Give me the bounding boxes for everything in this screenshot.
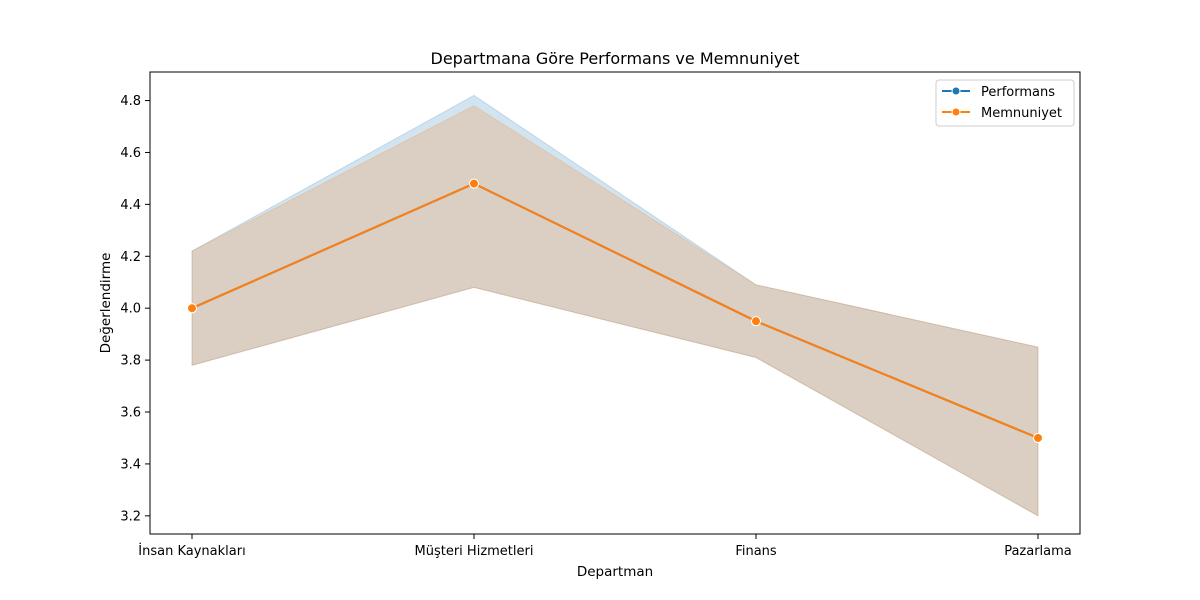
x-tick-label: İnsan Kaynakları [138, 543, 245, 559]
x-tick-label: Finans [735, 544, 777, 559]
legend-label-performans: Performans [981, 85, 1055, 100]
data-point-memnuniyet-2 [751, 316, 761, 327]
y-tick-label: 3.6 [120, 406, 141, 421]
data-point-memnuniyet-3 [1033, 432, 1043, 443]
legend-marker-performans [951, 86, 961, 96]
chart-title: Departmana Göre Performans ve Memnuniyet [431, 49, 800, 68]
x-tick-label: Müşteri Hizmetleri [415, 544, 534, 559]
y-tick-label: 3.4 [120, 457, 141, 472]
y-axis: 3.2 3.4 3.6 3.8 4.0 4.2 4.4 4.6 4.8 [120, 94, 150, 524]
y-tick-label: 3.8 [120, 354, 141, 369]
data-point-memnuniyet-0 [187, 303, 197, 314]
legend-label-memnuniyet: Memnuniyet [981, 106, 1062, 121]
ci-band-memnuniyet [191, 105, 1039, 517]
data-point-memnuniyet-1 [469, 178, 479, 189]
x-tick-label: Pazarlama [1004, 544, 1072, 559]
y-tick-label: 3.2 [120, 509, 141, 524]
legend-marker-memnuniyet [951, 107, 961, 117]
plot-frame [149, 71, 1081, 535]
y-tick-label: 4.4 [120, 198, 141, 213]
x-axis-label: Departman [577, 564, 653, 580]
y-tick-label: 4.2 [120, 250, 141, 265]
series-line-memnuniyet [191, 182, 1039, 439]
legend: Performans Memnuniyet [935, 79, 1075, 127]
plot-area [187, 94, 1043, 517]
y-axis-label: Değerlendirme [98, 253, 114, 354]
ci-band-performans [191, 94, 1039, 517]
x-axis: İnsan Kaynakları Müşteri Hizmetleri Finans… [138, 534, 1072, 559]
legend-box [935, 79, 1075, 127]
y-tick-label: 4.0 [120, 302, 141, 317]
y-tick-label: 4.8 [120, 94, 141, 109]
y-tick-label: 4.6 [120, 146, 141, 161]
